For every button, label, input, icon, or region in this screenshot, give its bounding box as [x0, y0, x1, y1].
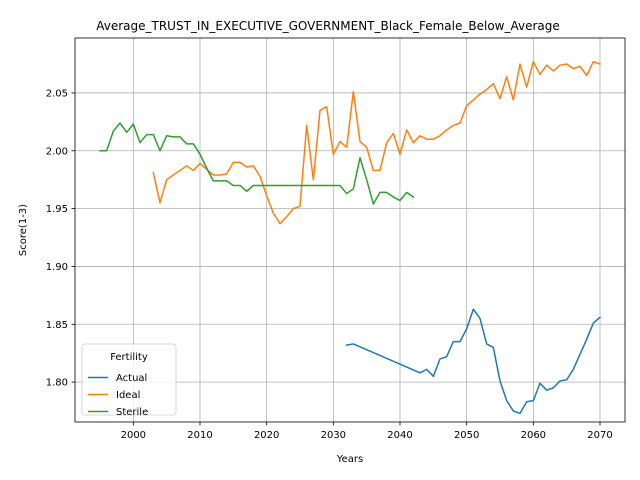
y-tick-label: 1.85	[46, 320, 68, 331]
x-tick-label: 2060	[521, 430, 546, 441]
x-axis: 2000 2010 2020 2030 2040 2050 2060 2070	[121, 422, 613, 441]
y-axis: 1.80 1.85 1.90 1.95 2.00 2.05	[46, 88, 75, 389]
x-tick-label: 2010	[187, 430, 212, 441]
x-tick-label: 2050	[454, 430, 479, 441]
x-axis-label: Years	[336, 454, 363, 465]
y-tick-label: 1.90	[46, 262, 68, 273]
legend: Fertility Actual Ideal Sterile	[81, 343, 177, 418]
x-tick-label: 2020	[254, 430, 279, 441]
legend-title: Fertility	[110, 352, 148, 363]
y-tick-label: 2.00	[46, 146, 68, 157]
x-tick-label: 2070	[587, 430, 612, 441]
y-tick-label: 1.95	[46, 204, 68, 215]
chart-title: Average_TRUST_IN_EXECUTIVE_GOVERNMENT_Bl…	[96, 19, 560, 33]
series-line-actual	[345, 308, 602, 415]
y-tick-label: 1.80	[46, 378, 68, 389]
legend-box	[81, 343, 177, 416]
legend-label-actual: Actual	[116, 373, 147, 384]
series-line-ideal	[152, 60, 601, 225]
series-line-sterile	[99, 122, 415, 205]
x-tick-label: 2000	[121, 430, 146, 441]
series-layer	[99, 60, 602, 415]
x-tick-label: 2040	[387, 430, 412, 441]
plot-frame	[74, 37, 626, 423]
legend-label-sterile: Sterile	[116, 407, 148, 418]
legend-label-ideal: Ideal	[116, 390, 140, 401]
x-tick-label: 2030	[321, 430, 346, 441]
y-axis-label: Score(1-3)	[18, 204, 29, 256]
y-tick-label: 2.05	[46, 88, 68, 99]
